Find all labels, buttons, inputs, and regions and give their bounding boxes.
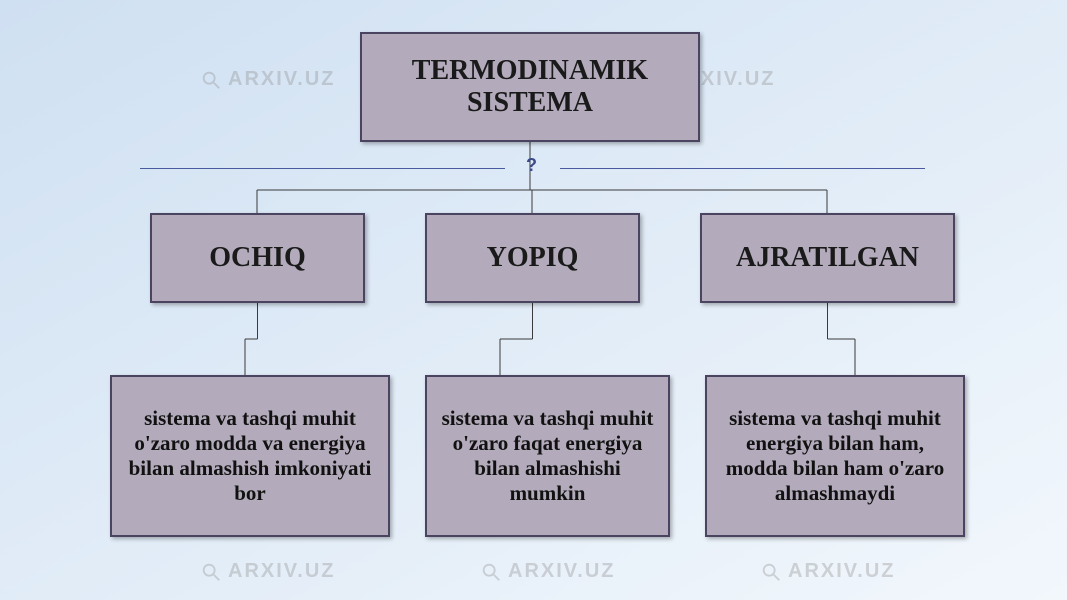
description-box: sistema va tashqi muhit o'zaro faqat ene… [425, 375, 670, 537]
description-box: sistema va tashqi muhit o'zaro modda va … [110, 375, 390, 537]
description-box: sistema va tashqi muhit energiya bilan h… [705, 375, 965, 537]
category-box: OCHIQ [150, 213, 365, 303]
category-box: YOPIQ [425, 213, 640, 303]
diagram-content: ? TERMODINAMIK SISTEMA OCHIQ sistema va t… [0, 0, 1067, 600]
category-label: OCHIQ [209, 242, 305, 274]
center-glyph: ? [526, 155, 537, 176]
description-text: sistema va tashqi muhit energiya bilan h… [715, 406, 955, 507]
description-text: sistema va tashqi muhit o'zaro modda va … [120, 406, 380, 507]
hr-left [140, 168, 505, 169]
root-label: TERMODINAMIK SISTEMA [412, 55, 648, 119]
category-box: AJRATILGAN [700, 213, 955, 303]
category-label: AJRATILGAN [736, 242, 919, 274]
category-label: YOPIQ [487, 242, 579, 274]
description-text: sistema va tashqi muhit o'zaro faqat ene… [435, 406, 660, 507]
hr-right [560, 168, 925, 169]
root-box: TERMODINAMIK SISTEMA [360, 32, 700, 142]
